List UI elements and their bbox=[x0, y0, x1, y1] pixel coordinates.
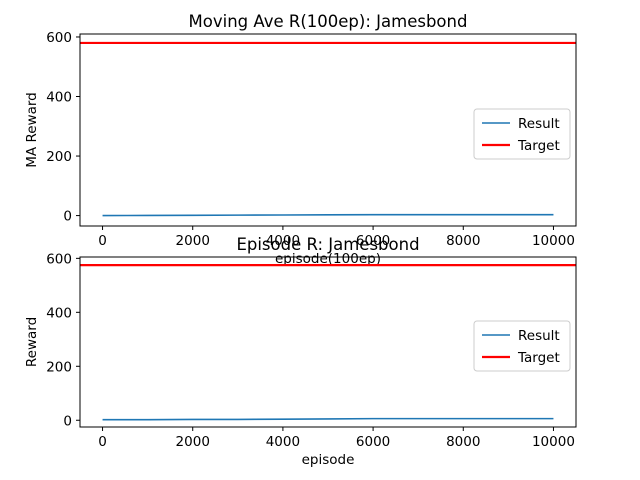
legend-box bbox=[473, 108, 571, 160]
x-tick-label: 8000 bbox=[446, 233, 480, 249]
x-tick-label: 10000 bbox=[532, 233, 575, 249]
series-line-result bbox=[102, 213, 554, 217]
legend-label-target: Target bbox=[517, 350, 560, 366]
legend-label-result: Result bbox=[518, 116, 560, 132]
x-tick-label: 6000 bbox=[356, 434, 390, 450]
chart-title: Moving Ave R(100ep): Jamesbond bbox=[189, 12, 468, 31]
axes-frame bbox=[79, 33, 577, 227]
x-tick-label: 8000 bbox=[446, 434, 480, 450]
y-tick-label: 0 bbox=[63, 413, 72, 429]
y-tick-label: 200 bbox=[46, 149, 72, 165]
legend-box bbox=[473, 320, 571, 372]
y-tick-label: 600 bbox=[46, 30, 72, 46]
chart-title: Episode R: Jamesbond bbox=[236, 235, 419, 254]
y-axis-label: MA Reward bbox=[24, 92, 40, 167]
x-tick-label: 0 bbox=[98, 233, 107, 249]
x-tick-label: 4000 bbox=[266, 434, 300, 450]
x-axis-label: episode bbox=[302, 452, 355, 468]
x-tick-label: 0 bbox=[98, 434, 107, 450]
y-tick-label: 400 bbox=[46, 305, 72, 321]
x-tick-label: 2000 bbox=[176, 434, 210, 450]
x-tick-label: 6000 bbox=[356, 233, 390, 249]
series-line-result bbox=[102, 417, 554, 421]
x-axis-label: episode(100ep) bbox=[275, 251, 381, 267]
chart-1: 0 2000 4000 6000 8000 10000 0 200 400 600 episode(… bbox=[24, 12, 577, 267]
x-tick-label: 2000 bbox=[176, 233, 210, 249]
y-tick-label: 600 bbox=[46, 251, 72, 267]
y-tick-label: 400 bbox=[46, 90, 72, 106]
legend: Result Target bbox=[473, 108, 571, 160]
plots-container: 0 2000 4000 6000 8000 100000200400600episode(… bbox=[24, 12, 577, 468]
y-tick-label: 0 bbox=[63, 209, 72, 225]
legend-label-target: Target bbox=[517, 138, 560, 154]
y-tick-label: 200 bbox=[46, 359, 72, 375]
x-tick-label: 10000 bbox=[532, 434, 575, 450]
chart-2: 0 2000 4000 6000 8000 10000 0 200 400 600 episode R… bbox=[24, 235, 577, 468]
legend-label-result: Result bbox=[518, 328, 560, 344]
y-axis-label: Reward bbox=[24, 317, 40, 367]
legend: Result Target bbox=[473, 320, 571, 372]
x-tick-label: 4000 bbox=[266, 233, 300, 249]
axes-frame bbox=[79, 256, 577, 428]
